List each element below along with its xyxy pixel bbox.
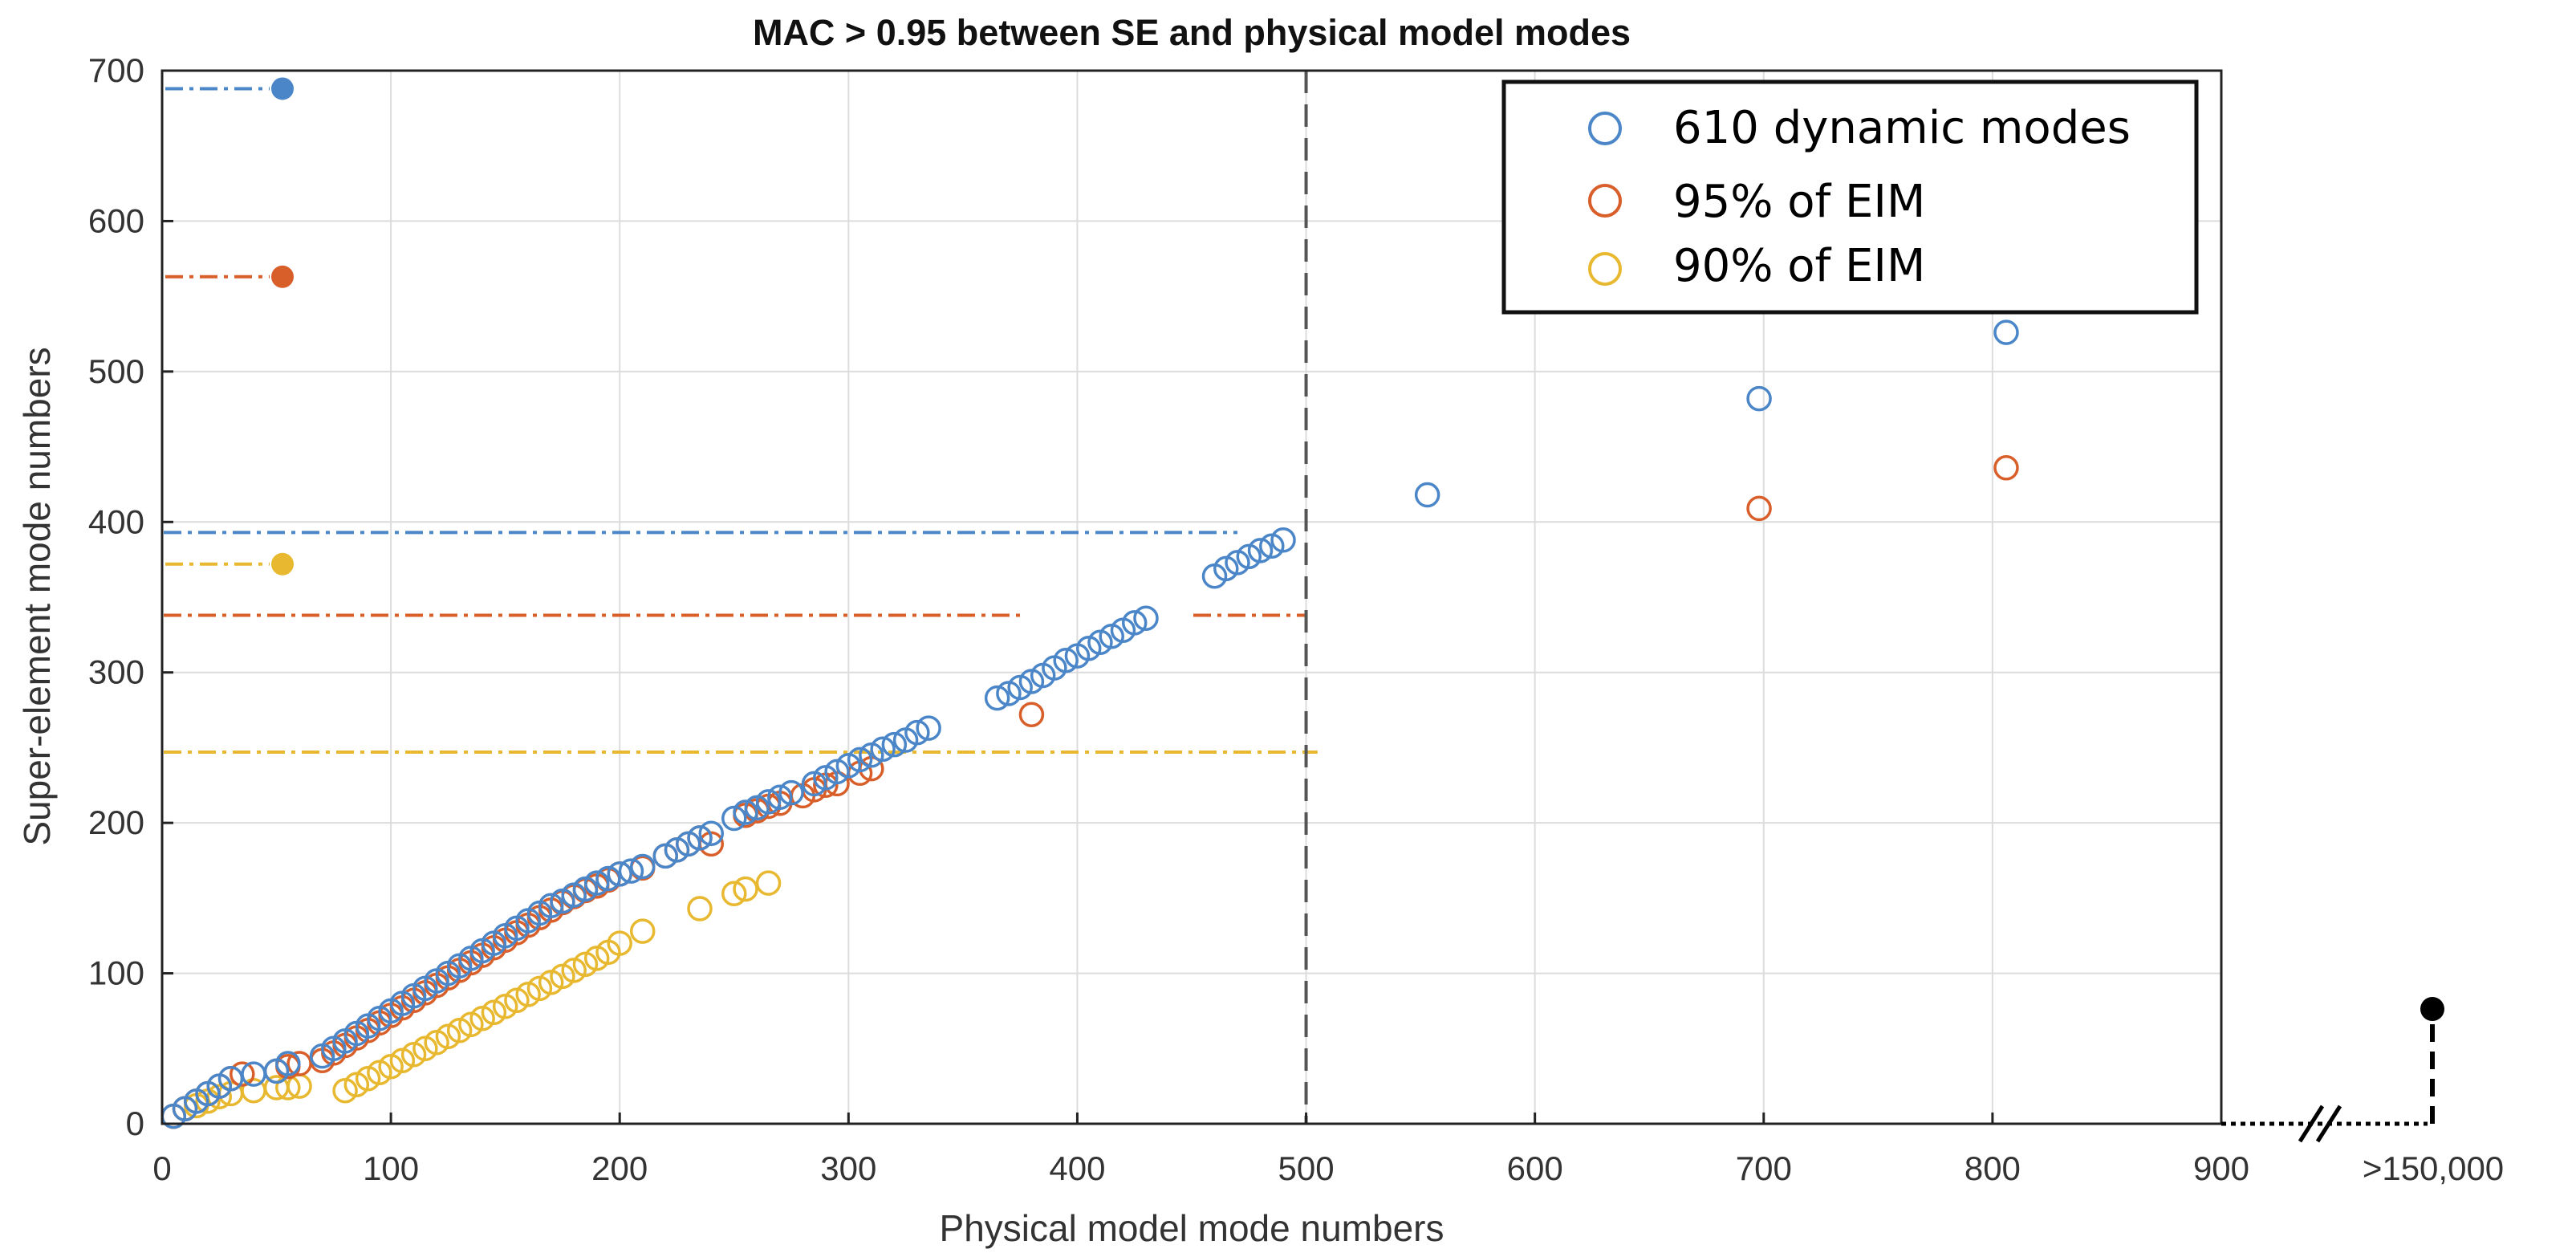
legend: 610 dynamic modes 95% of EIM 90% of EIM — [1501, 79, 2199, 315]
filled-marker — [271, 77, 294, 100]
y-tick-label: 500 — [88, 352, 144, 390]
legend-marker-blue — [1588, 112, 1622, 145]
scatter-point — [230, 1061, 255, 1087]
tick-labels: 0 100 200 300 400 500 600 700 800 900 0 100 200 300 40… — [88, 51, 2249, 1187]
x-tick-label: 900 — [2193, 1149, 2249, 1187]
break-mark-2 — [2315, 1105, 2342, 1143]
x-tick-label: 100 — [363, 1149, 419, 1187]
scatter-point — [778, 779, 804, 806]
scatter-point — [847, 747, 873, 773]
scatter-point — [629, 853, 656, 880]
scatter-point — [1121, 610, 1148, 636]
break-stem-marker — [2420, 997, 2444, 1021]
scatter-point — [721, 881, 747, 906]
scatter-point — [687, 896, 713, 921]
scatter-point — [1133, 605, 1159, 631]
scatter-point — [1053, 647, 1079, 673]
scatter-point — [618, 858, 644, 884]
y-tick-label: 600 — [88, 201, 144, 239]
y-tick-label: 300 — [88, 653, 144, 691]
x-tick-label: 300 — [820, 1149, 876, 1187]
scatter-point — [538, 893, 564, 918]
data-points — [160, 319, 2019, 1129]
scatter-point — [607, 861, 632, 887]
axes-box — [160, 69, 2223, 1125]
y-tick-label: 700 — [88, 51, 144, 89]
legend-marker-orange — [1588, 184, 1622, 218]
scatter-point — [698, 820, 725, 847]
scatter-point — [755, 789, 782, 815]
scatter-point — [595, 865, 621, 892]
axis-break-extension: >150,000 — [2221, 997, 2504, 1187]
legend-label-orange: 95% of EIM — [1673, 176, 1925, 228]
x-tick-label: 400 — [1049, 1149, 1105, 1187]
scatter-point — [1993, 455, 2019, 481]
scatter-point — [733, 876, 758, 902]
scatter-point — [1018, 702, 1045, 727]
filled-marker — [271, 265, 294, 288]
legend-marker-yellow — [1588, 252, 1622, 286]
x-tick-label: 700 — [1736, 1149, 1792, 1187]
scatter-point — [984, 685, 1010, 711]
x-axis-label: Physical model mode numbers — [940, 1207, 1444, 1249]
legend-label-yellow: 90% of EIM — [1673, 240, 1925, 292]
x-tick-label: 500 — [1278, 1149, 1335, 1187]
scatter-point — [1993, 319, 2019, 345]
x-tick-label: 200 — [591, 1149, 648, 1187]
scatter-point — [607, 930, 632, 956]
break-mark-1 — [2298, 1105, 2325, 1143]
y-axis-label: Super-element mode numbers — [16, 347, 58, 845]
scatter-point — [733, 799, 758, 825]
reference-lines — [164, 71, 1318, 1124]
x-tick-label: 0 — [152, 1149, 171, 1187]
chart-title: MAC > 0.95 between SE and physical model… — [753, 12, 1631, 53]
scatter-point — [1746, 495, 1772, 522]
scatter-point — [1247, 538, 1274, 563]
scatter-point — [629, 918, 656, 944]
scatter-point — [916, 715, 941, 741]
scatter-point — [870, 736, 896, 763]
scatter-point — [275, 1051, 301, 1076]
filled-marker — [271, 552, 294, 576]
legend-label-blue: 610 dynamic modes — [1673, 102, 2131, 154]
x-tick-label: 600 — [1507, 1149, 1563, 1187]
scatter-point — [881, 731, 908, 758]
y-tick-label: 100 — [88, 954, 144, 992]
scatter-point — [583, 870, 610, 896]
scatter-point — [904, 719, 930, 746]
x-tick-label: 800 — [1965, 1149, 2021, 1187]
break-tick-label: >150,000 — [2363, 1149, 2504, 1187]
scatter-point — [1414, 482, 1440, 508]
scatter-point — [767, 784, 793, 811]
y-tick-label: 400 — [88, 502, 144, 540]
scatter-point — [1270, 527, 1296, 553]
y-tick-label: 0 — [126, 1105, 144, 1142]
scatter-point — [1746, 385, 1772, 412]
scatter-point — [687, 825, 713, 851]
scatter-point — [755, 870, 782, 896]
y-tick-label: 200 — [88, 803, 144, 841]
